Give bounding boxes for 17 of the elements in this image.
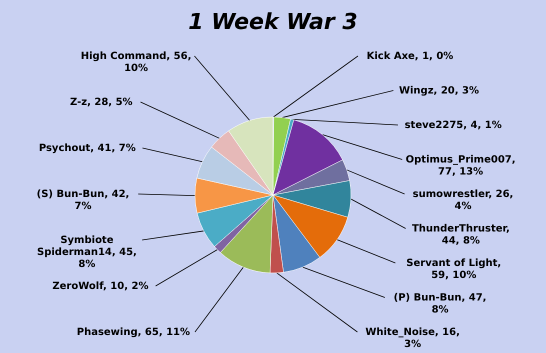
data-label: Servant of Light, 59, 10% — [406, 258, 502, 281]
data-label: Symbiote Spiderman14, 45, 8% — [36, 235, 137, 270]
chart-title: 1 Week War 3 — [188, 10, 358, 35]
data-label: Kick Axe, 1, 0% — [366, 51, 454, 62]
data-label: High Command, 56, 10% — [80, 51, 192, 74]
data-label: White_Noise, 16, 3% — [365, 327, 460, 350]
data-label: Wingz, 20, 3% — [398, 86, 479, 96]
data-label: (S) Bun-Bun, 42, 7% — [36, 189, 130, 212]
data-label: Phasewing, 65, 11% — [76, 327, 190, 338]
data-label: Psychout, 41, 7% — [38, 143, 136, 154]
data-label: sumowrestler, 26, 4% — [412, 189, 514, 212]
data-label: Z-z, 28, 5% — [70, 97, 133, 108]
data-label: ZeroWolf, 10, 2% — [52, 281, 148, 292]
data-label: ThunderThruster, 44, 8% — [412, 224, 510, 246]
data-label: (P) Bun-Bun, 47, 8% — [394, 292, 486, 316]
data-label: Optimus_Prime007, 77, 13% — [406, 154, 516, 178]
data-label: steve2275, 4, 1% — [404, 120, 502, 131]
